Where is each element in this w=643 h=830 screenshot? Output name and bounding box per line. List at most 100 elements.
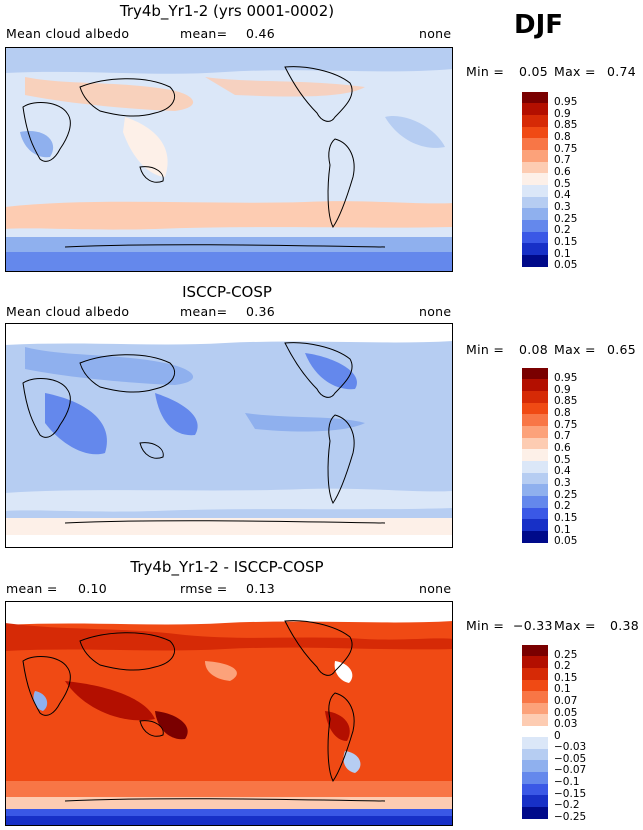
panel2-mean-value: 0.36 xyxy=(246,304,276,319)
panel3-colorbar-label: −0.1 xyxy=(554,776,580,788)
panel2-colorbar-label: 0.05 xyxy=(554,535,578,547)
colorbar-cell xyxy=(522,162,548,174)
colorbar-cell xyxy=(522,103,548,116)
colorbar-cell xyxy=(522,772,548,785)
colorbar-cell xyxy=(522,519,548,532)
panel3-map xyxy=(5,601,453,826)
panel2-colorbar-label: 0.9 xyxy=(554,384,571,396)
colorbar-cell xyxy=(522,807,548,819)
panel1-colorbar-label: 0.05 xyxy=(554,259,578,271)
panel2-colorbar-label: 0.6 xyxy=(554,442,571,454)
panel2-colorbar-label: 0.4 xyxy=(554,465,571,477)
panel2-colorbar-label: 0.7 xyxy=(554,430,571,442)
panel1-min-label: Min = xyxy=(466,64,505,79)
colorbar-cell xyxy=(522,726,548,738)
colorbar-cell xyxy=(522,150,548,163)
panel3-colorbar-label: 0.05 xyxy=(554,707,578,719)
colorbar-cell xyxy=(522,508,548,520)
colorbar-cell xyxy=(522,173,548,186)
panel1-mean-value: 0.46 xyxy=(246,26,276,41)
panel2-colorbar-label: 0.25 xyxy=(554,489,578,501)
panel3-colorbar-label: 0.2 xyxy=(554,660,571,672)
colorbar-cell xyxy=(522,426,548,439)
panel1-max-label: Max = xyxy=(554,64,596,79)
panel2-colorbar-label: 0.95 xyxy=(554,372,578,384)
panel3-rmse-label: rmse = xyxy=(180,581,228,596)
colorbar-cell xyxy=(522,496,548,509)
panel2-mean-label: mean= xyxy=(180,304,228,319)
season-label: DJF xyxy=(514,10,564,40)
colorbar-cell xyxy=(522,691,548,704)
panel3-colorbar-label: −0.15 xyxy=(554,788,587,800)
panel1-map xyxy=(5,47,453,272)
panel2-colorbar-label: 0.8 xyxy=(554,407,571,419)
panel1-title: Try4b_Yr1-2 (yrs 0001-0002) xyxy=(119,2,335,20)
colorbar-cell xyxy=(522,185,548,198)
panel3-colorbar-label: 0 xyxy=(554,730,561,742)
colorbar-cell xyxy=(522,473,548,485)
panel2-colorbar-label: 0.3 xyxy=(554,477,571,489)
panel3-colorbar-label: −0.2 xyxy=(554,799,580,811)
panel3-min-value: −0.33 xyxy=(513,618,553,633)
colorbar-cell xyxy=(522,243,548,256)
panel1-colorbar-label: 0.2 xyxy=(554,224,571,236)
panel3-title: Try4b_Yr1-2 - ISCCP-COSP xyxy=(130,558,324,576)
colorbar-cell xyxy=(522,379,548,392)
panel1-colorbar-label: 0.25 xyxy=(554,213,578,225)
panel3-colorbar xyxy=(522,645,548,819)
panel3-units-label: none xyxy=(419,581,452,596)
panel2-min-value: 0.08 xyxy=(519,342,549,357)
panel3-mean-label: mean = xyxy=(6,581,58,596)
colorbar-cell xyxy=(522,668,548,681)
panel2-variable-label: Mean cloud albedo xyxy=(6,304,130,319)
panel1-units-label: none xyxy=(419,26,452,41)
colorbar-cell xyxy=(522,680,548,692)
colorbar-cell xyxy=(522,92,548,104)
panel2-max-label: Max = xyxy=(554,342,596,357)
panel3-colorbar-label: −0.03 xyxy=(554,741,587,753)
colorbar-cell xyxy=(522,484,548,497)
panel3-mean-value: 0.10 xyxy=(78,581,108,596)
panel3-colorbar-label: 0.15 xyxy=(554,672,578,684)
panel1-min-value: 0.05 xyxy=(519,64,549,79)
colorbar-cell xyxy=(522,208,548,221)
panel3-colorbar-label: 0.25 xyxy=(554,649,578,661)
panel2-colorbar xyxy=(522,368,548,543)
colorbar-cell xyxy=(522,461,548,474)
colorbar-cell xyxy=(522,645,548,657)
colorbar-cell xyxy=(522,449,548,462)
colorbar-cell xyxy=(522,368,548,380)
panel3-colorbar-label: 0.1 xyxy=(554,683,571,695)
panel3-rmse-value: 0.13 xyxy=(246,581,276,596)
colorbar-cell xyxy=(522,438,548,450)
panel3-colorbar-label: 0.03 xyxy=(554,718,578,730)
panel3-colorbar-label: −0.05 xyxy=(554,753,587,765)
panel1-mean-label: mean= xyxy=(180,26,228,41)
colorbar-cell xyxy=(522,138,548,151)
colorbar-cell xyxy=(522,403,548,415)
panel1-colorbar-label: 0.7 xyxy=(554,154,571,166)
colorbar-cell xyxy=(522,737,548,750)
panel3-colorbar-label: −0.25 xyxy=(554,811,587,823)
panel1-colorbar-label: 0.95 xyxy=(554,96,578,108)
panel2-min-label: Min = xyxy=(466,342,505,357)
colorbar-cell xyxy=(522,414,548,427)
colorbar-cell xyxy=(522,232,548,244)
colorbar-cell xyxy=(522,115,548,128)
panel1-colorbar xyxy=(522,92,548,267)
panel3-colorbar-label: −0.07 xyxy=(554,764,587,776)
colorbar-cell xyxy=(522,703,548,715)
colorbar-cell xyxy=(522,714,548,727)
panel2-colorbar-label: 0.5 xyxy=(554,454,571,466)
colorbar-cell xyxy=(522,656,548,669)
panel1-colorbar-label: 0.5 xyxy=(554,178,571,190)
colorbar-cell xyxy=(522,127,548,139)
colorbar-cell xyxy=(522,795,548,808)
colorbar-cell xyxy=(522,784,548,796)
panel3-min-label: Min = xyxy=(466,618,505,633)
colorbar-cell xyxy=(522,749,548,761)
colorbar-cell xyxy=(522,391,548,404)
panel3-colorbar-label: 0.07 xyxy=(554,695,578,707)
panel2-colorbar-label: 0.15 xyxy=(554,512,578,524)
panel1-colorbar-label: 0.1 xyxy=(554,248,571,260)
